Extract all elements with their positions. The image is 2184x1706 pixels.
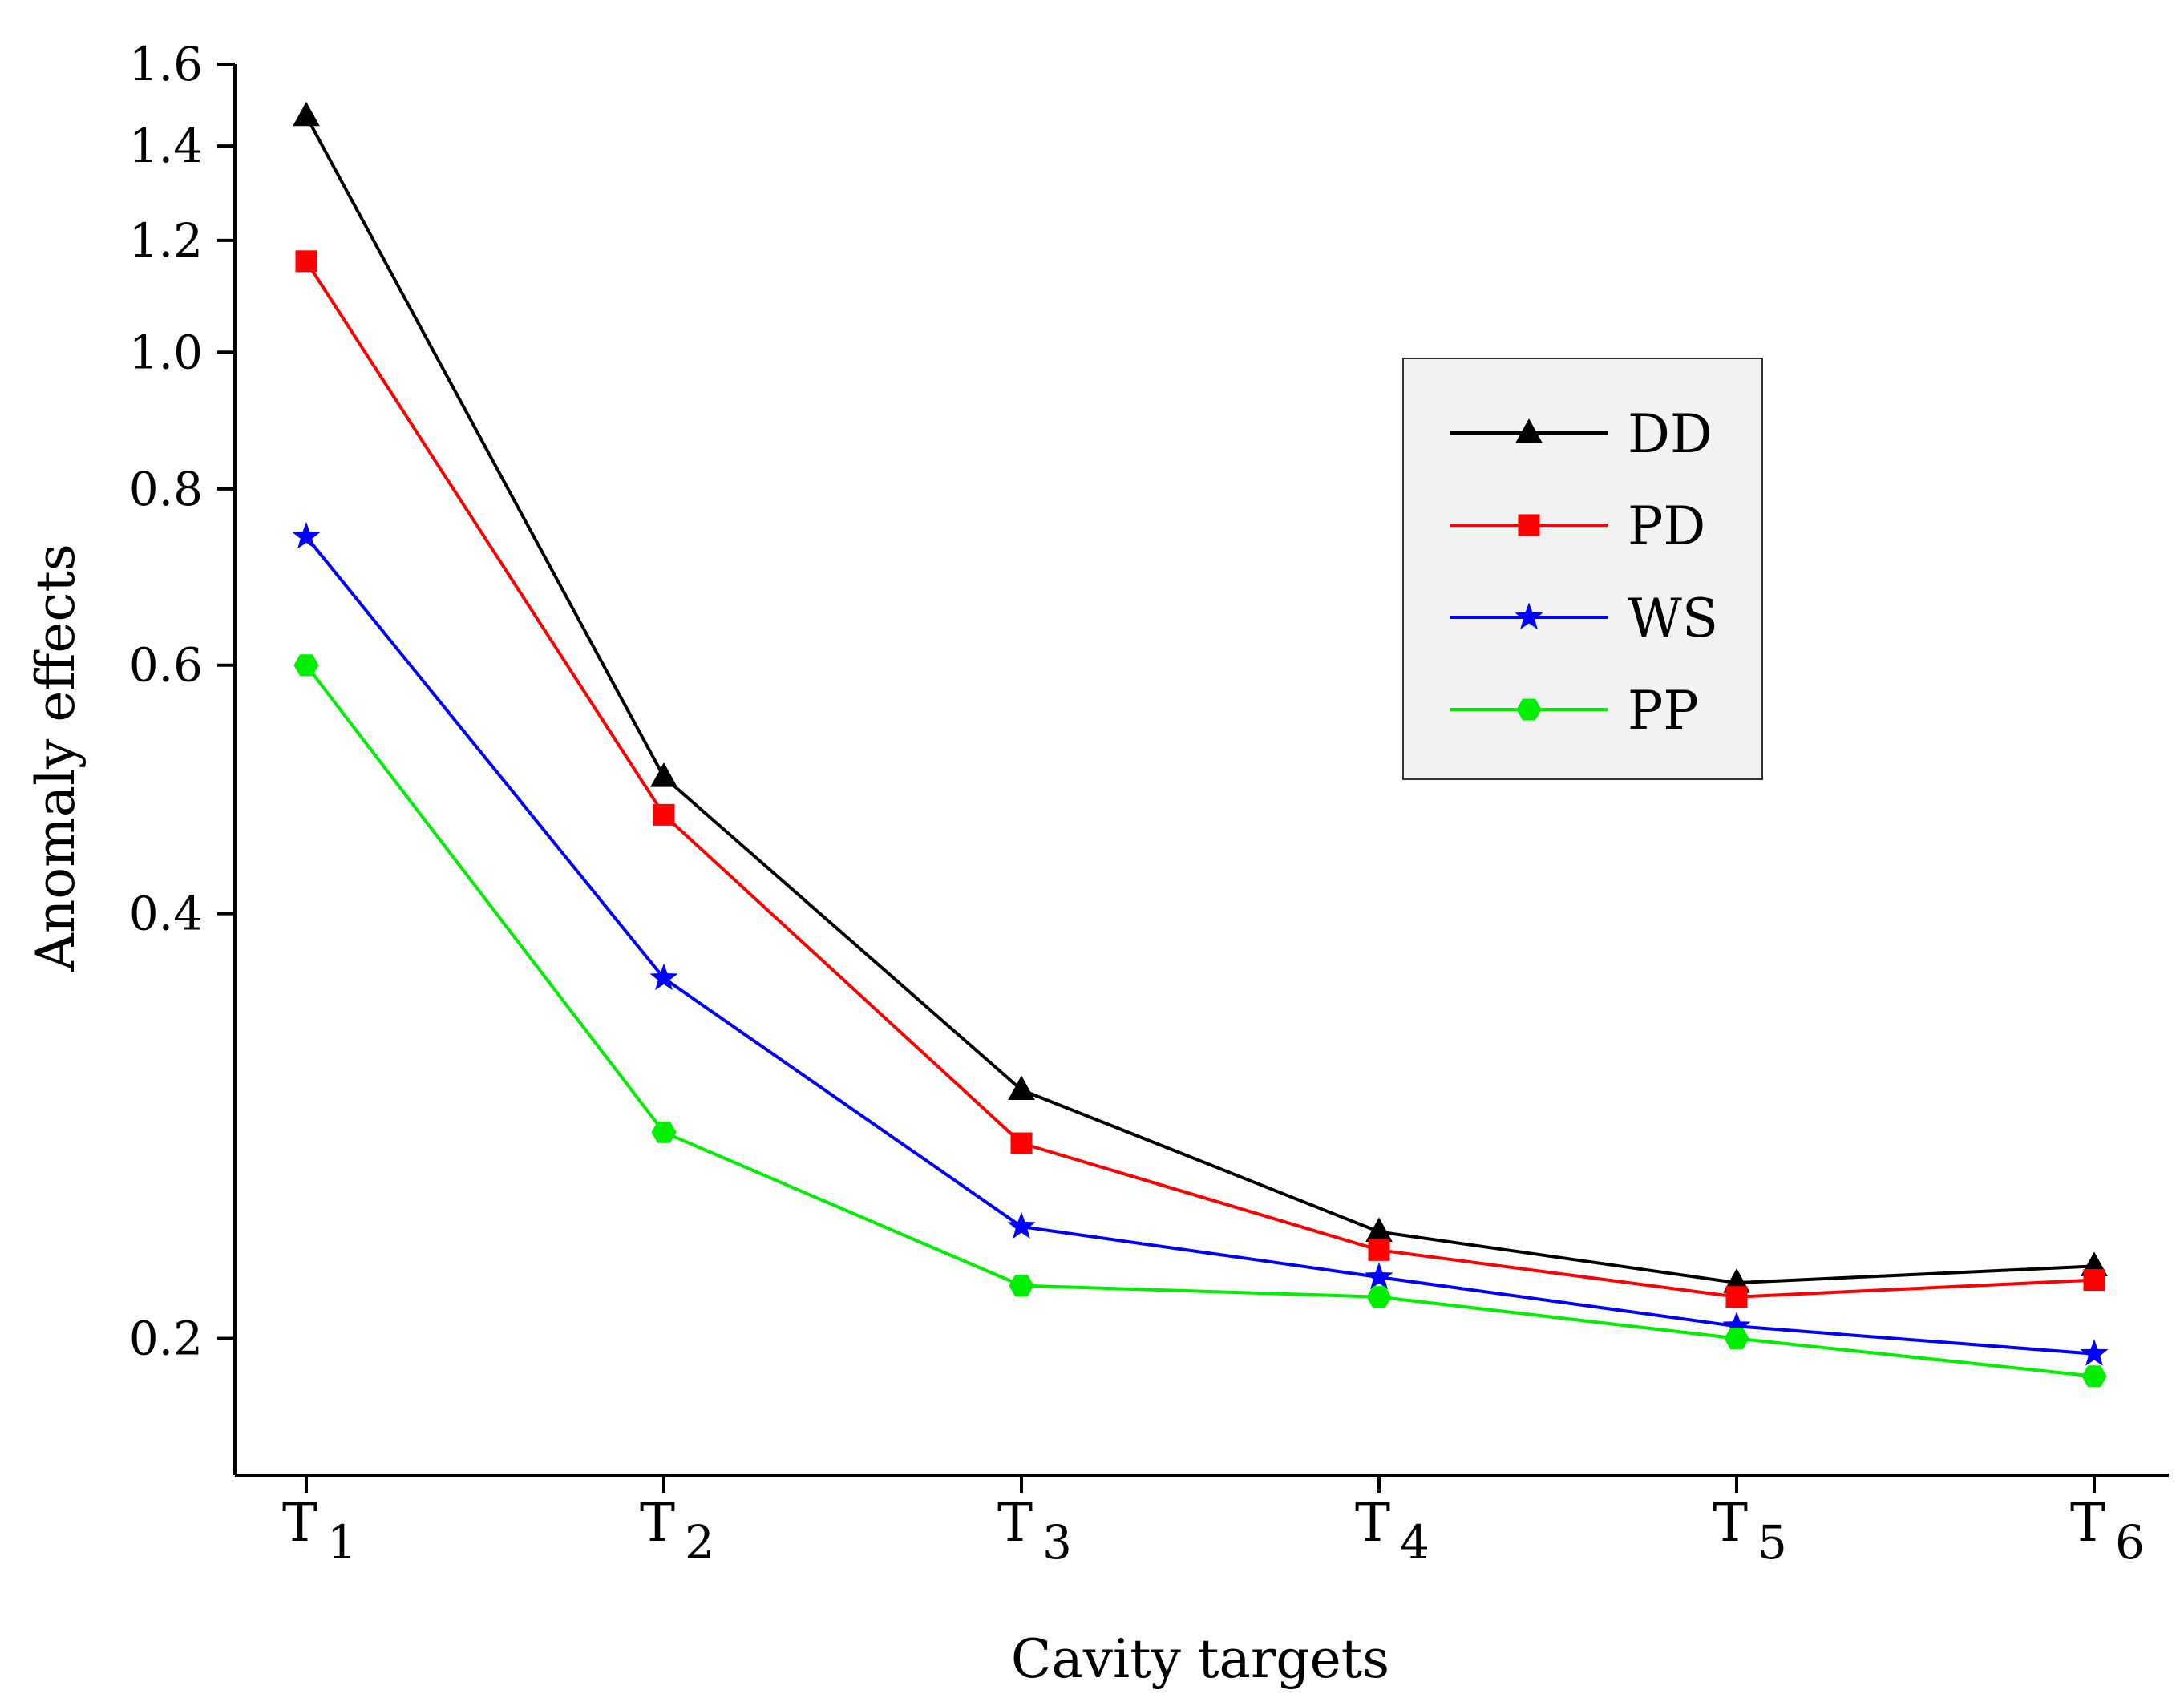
data-point-ws <box>1007 1211 1036 1239</box>
data-point-pp <box>1724 1328 1749 1349</box>
series-pp <box>293 654 2107 1388</box>
data-point-pp <box>2081 1365 2107 1388</box>
series-pd <box>295 250 2105 1308</box>
series-line-pd <box>305 260 2095 1299</box>
data-point-dd <box>1008 1075 1035 1101</box>
legend-label: DD <box>1628 403 1713 465</box>
series-line-ws <box>305 536 2095 1356</box>
data-point-dd <box>650 762 677 787</box>
legend-marker-pp <box>1516 698 1542 721</box>
y-tick-label: 1.0 <box>129 325 203 379</box>
y-axis-title: Anomaly effects <box>25 544 87 972</box>
legend-marker-pd <box>1518 514 1540 536</box>
legend-marker-ws <box>1515 602 1543 629</box>
y-tick-label: 1.4 <box>129 119 203 173</box>
data-point-pp <box>293 654 319 677</box>
data-point-pd <box>1368 1239 1390 1261</box>
data-point-pd <box>2083 1269 2105 1292</box>
series-layer <box>292 101 2109 1388</box>
legend-label: WS <box>1628 588 1718 649</box>
series-dd <box>293 101 2108 1293</box>
data-point-dd <box>293 101 320 127</box>
series-ws <box>292 521 2109 1366</box>
y-tick-label: 1.2 <box>129 213 203 268</box>
y-tick-label: 0.6 <box>129 638 203 693</box>
data-point-ws <box>649 963 678 991</box>
series-line-dd <box>305 115 2095 1285</box>
data-point-ws <box>292 521 321 549</box>
data-point-pp <box>1366 1286 1392 1308</box>
y-tick-label: 0.8 <box>129 462 203 516</box>
y-ticks: 0.2 0.4 0.6 0.8 1.0 1.2 1.4 1.6 <box>129 37 235 1365</box>
x-axis-title: Cavity targets <box>1011 1628 1389 1690</box>
series-line-pp <box>305 664 2095 1378</box>
data-point-pd <box>653 803 675 826</box>
y-tick-label: 0.4 <box>129 887 203 941</box>
y-tick-label: 0.2 <box>129 1311 203 1365</box>
legend-label: PP <box>1628 680 1699 742</box>
legend-label: PD <box>1628 495 1705 557</box>
data-point-ws <box>2080 1339 2109 1366</box>
data-point-ws <box>1365 1262 1393 1290</box>
legend-marker-dd <box>1515 418 1543 443</box>
data-point-pd <box>1725 1286 1748 1308</box>
axes <box>233 64 2169 1477</box>
legend: DD PD WS PP <box>1402 358 1763 780</box>
data-point-pd <box>295 250 317 273</box>
data-point-pp <box>1009 1275 1034 1297</box>
data-point-pd <box>1010 1132 1033 1154</box>
data-point-pp <box>651 1121 677 1143</box>
y-tick-label: 1.6 <box>129 37 203 91</box>
